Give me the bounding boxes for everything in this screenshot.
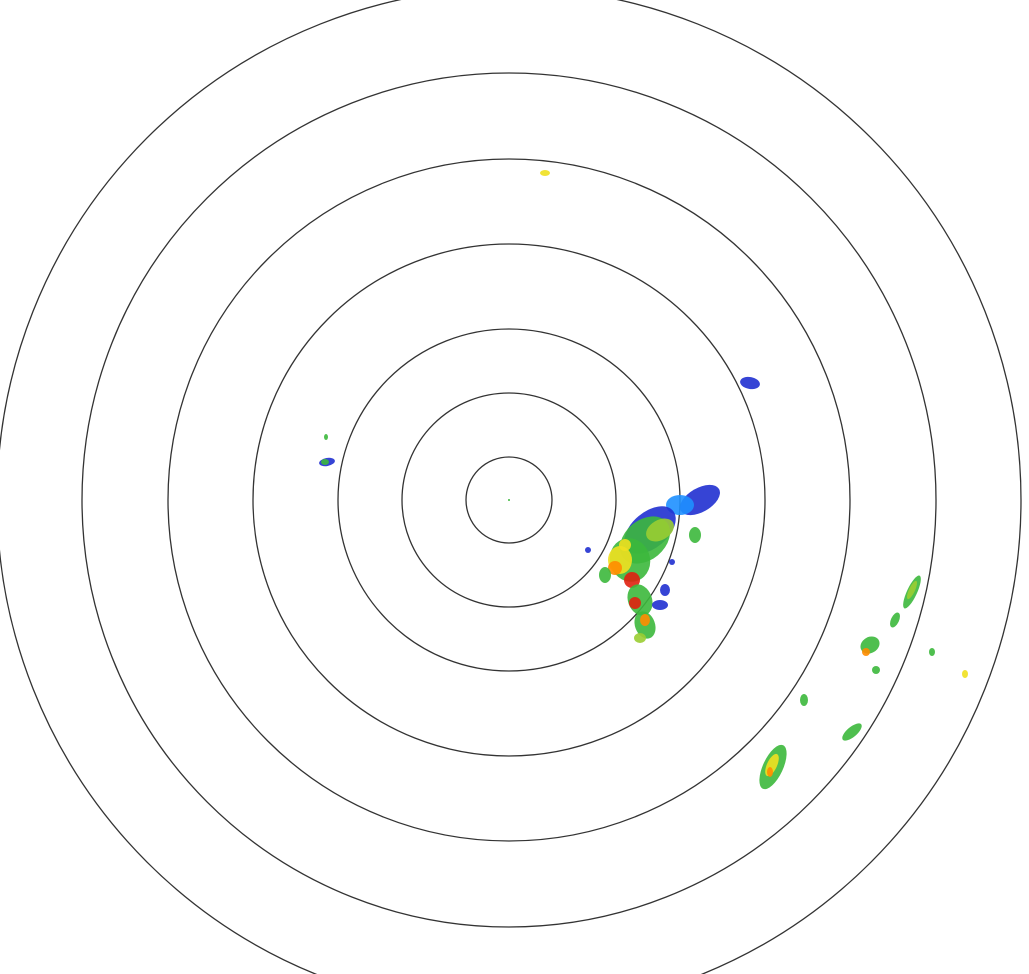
echo-moderate: [929, 648, 935, 656]
echo-weak: [660, 584, 670, 596]
echo-high: [540, 170, 550, 176]
echo-moderate: [599, 567, 611, 583]
echo-moderate: [689, 527, 701, 543]
echo-moderate_high: [906, 580, 918, 600]
echo-weak: [585, 547, 591, 553]
echo-moderate: [800, 694, 808, 706]
radar-site-marker: [508, 499, 510, 501]
echo-moderate: [872, 666, 880, 674]
echo-very_high: [608, 561, 622, 575]
echo-very_high: [767, 767, 773, 777]
echo-very_high: [862, 648, 870, 656]
echo-intense: [629, 597, 641, 609]
range-ring: [401, 392, 617, 608]
echo-very_high: [640, 614, 650, 626]
echo-weak: [740, 376, 760, 390]
range-ring: [167, 158, 851, 842]
echo-moderate: [890, 612, 900, 628]
echo-high: [962, 670, 968, 678]
echo-moderate_high: [646, 518, 674, 542]
range-ring: [252, 243, 766, 757]
echo-weak: [669, 559, 675, 565]
echo-intense: [624, 572, 640, 588]
echo-moderate: [324, 434, 328, 440]
precipitation-echoes: [319, 170, 968, 790]
echo-high: [619, 539, 631, 551]
range-ring: [81, 72, 937, 928]
echo-moderate_high: [634, 633, 646, 643]
echo-moderate: [842, 723, 862, 741]
echo-moderate: [860, 636, 880, 654]
echo-moderate: [321, 459, 329, 465]
range-ring: [465, 456, 553, 544]
echo-weak: [652, 600, 668, 610]
echo-light: [666, 495, 694, 515]
